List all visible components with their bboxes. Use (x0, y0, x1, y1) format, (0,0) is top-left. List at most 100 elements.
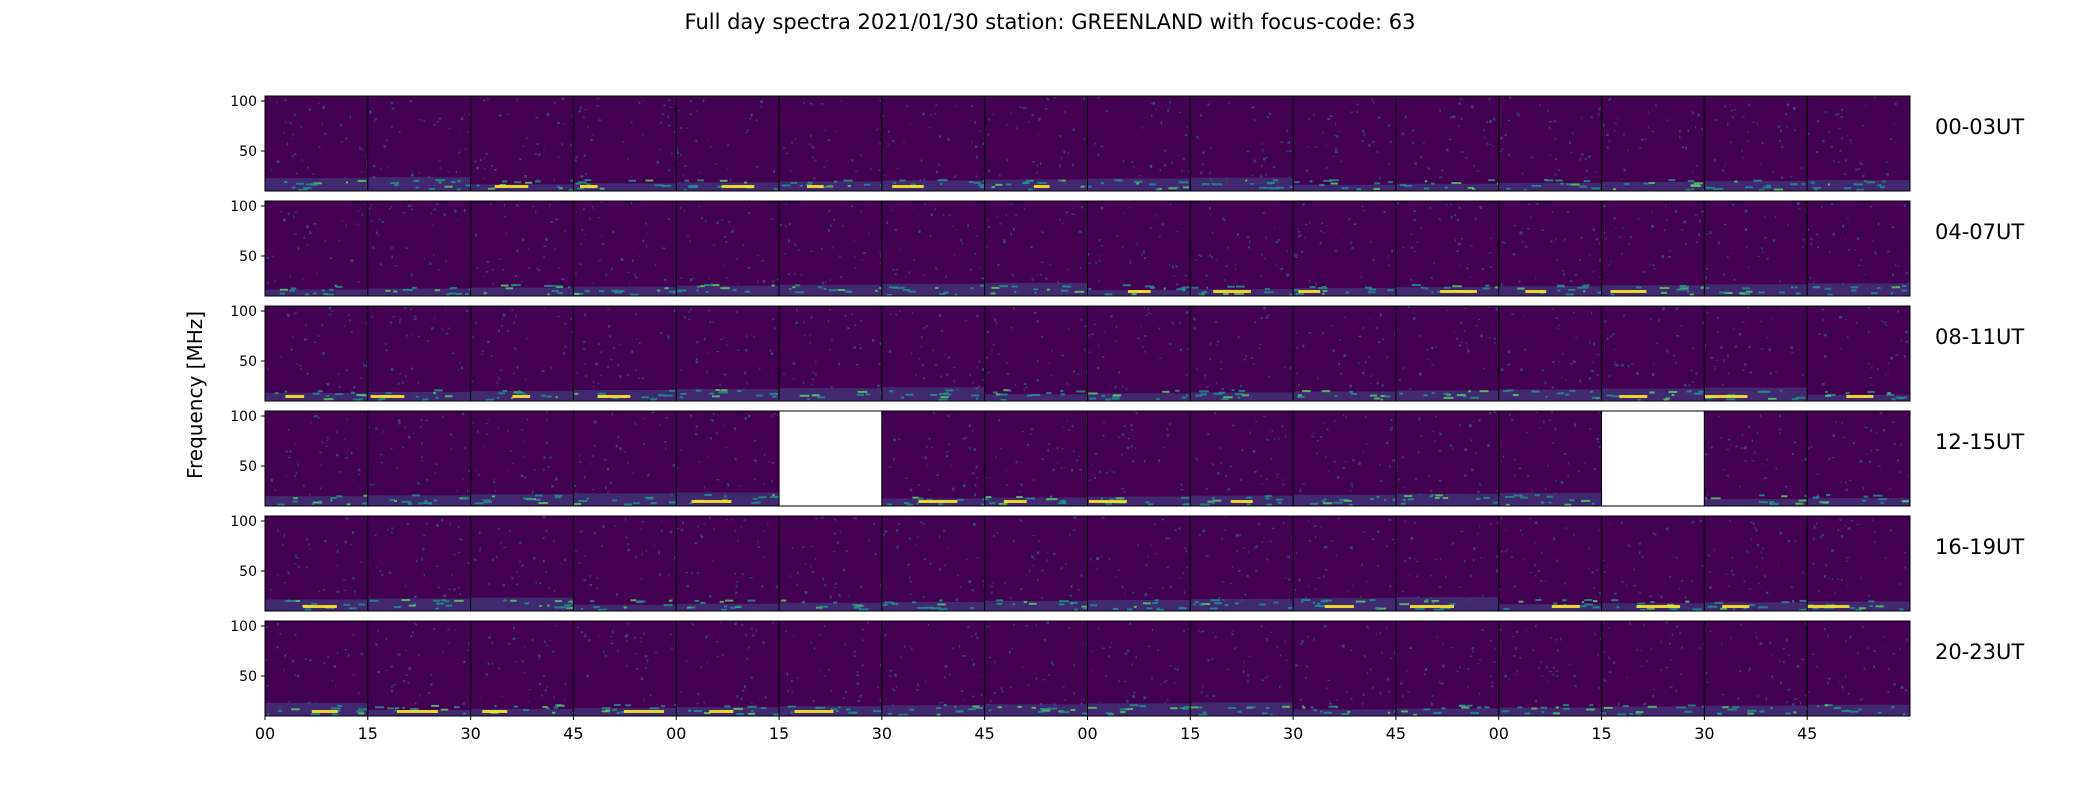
noise-speck (544, 640, 546, 644)
noise-speck (762, 280, 766, 283)
noise-speck (1174, 667, 1176, 670)
low-frequency-band (1704, 180, 1808, 191)
noise-speck (326, 655, 330, 658)
signal-streak (1210, 607, 1218, 610)
noise-speck (1242, 660, 1245, 664)
noise-speck (516, 637, 518, 640)
noise-speck (1743, 580, 1746, 583)
signal-streak (1297, 394, 1302, 397)
noise-speck (366, 165, 368, 169)
x-tick-label: 45 (1797, 724, 1817, 743)
noise-speck (1263, 157, 1266, 161)
y-tick-label: 100 (230, 199, 257, 215)
noise-speck (1316, 452, 1318, 455)
noise-speck (1229, 465, 1233, 468)
signal-streak (313, 182, 322, 185)
noise-speck (1779, 659, 1781, 663)
signal-streak (817, 396, 825, 399)
noise-speck (1675, 556, 1679, 559)
noise-speck (1109, 646, 1112, 649)
noise-speck (1741, 433, 1744, 437)
noise-speck (1655, 103, 1657, 107)
noise-speck (1557, 360, 1560, 363)
noise-speck (399, 372, 401, 375)
signal-streak (389, 498, 396, 501)
noise-speck (1019, 519, 1023, 522)
noise-speck (379, 570, 382, 573)
noise-speck (1588, 567, 1590, 570)
signal-streak (554, 600, 563, 603)
signal-streak (985, 496, 992, 499)
noise-speck (1732, 115, 1734, 119)
noise-speck (285, 121, 287, 124)
noise-speck (889, 675, 892, 677)
noise-speck (1333, 460, 1337, 464)
noise-speck (1274, 227, 1276, 229)
noise-speck (1886, 160, 1888, 164)
noise-speck (1438, 449, 1442, 452)
low-frequency-band (984, 704, 1088, 716)
signal-streak (1213, 392, 1223, 395)
noise-speck (787, 690, 789, 692)
noise-speck (1597, 653, 1600, 656)
noise-speck (458, 130, 461, 132)
noise-speck (1372, 140, 1375, 144)
signal-streak (847, 184, 851, 187)
signal-streak (1176, 186, 1179, 189)
signal-streak (1503, 607, 1510, 610)
noise-speck (1764, 575, 1766, 578)
noise-speck (959, 586, 962, 589)
noise-speck (892, 703, 894, 706)
panel-background (1601, 306, 1705, 401)
signal-streak (476, 184, 480, 187)
signal-streak (496, 396, 500, 399)
signal-streak (1812, 496, 1820, 499)
noise-speck (1312, 432, 1315, 434)
signal-streak (1399, 392, 1403, 395)
row-label: 16-19UT (1935, 535, 2024, 559)
noise-speck (667, 218, 670, 220)
signal-streak (995, 183, 1003, 186)
noise-speck (1615, 363, 1619, 367)
noise-speck (1489, 266, 1493, 269)
noise-speck (1874, 251, 1877, 255)
noise-speck (316, 273, 318, 275)
noise-speck (1184, 133, 1187, 137)
noise-speck (1816, 473, 1819, 475)
noise-speck (995, 532, 999, 534)
noise-speck (419, 694, 421, 697)
noise-speck (759, 231, 762, 233)
noise-speck (1644, 138, 1647, 140)
noise-speck (755, 629, 758, 632)
spectrogram-panel (470, 410, 574, 507)
noise-speck (686, 235, 689, 237)
noise-speck (1486, 120, 1488, 124)
signal-streak (337, 704, 343, 707)
noise-speck (1272, 166, 1276, 169)
noise-speck (1333, 155, 1335, 158)
noise-speck (707, 309, 711, 312)
spectrogram-panel (1703, 305, 1808, 402)
spectrogram-panel (1189, 305, 1294, 402)
noise-speck (1545, 665, 1549, 669)
noise-speck (445, 332, 449, 335)
noise-speck (595, 362, 599, 366)
signal-streak (1373, 187, 1380, 190)
noise-speck (1157, 649, 1159, 652)
noise-speck (669, 633, 673, 636)
signal-streak (538, 502, 548, 505)
noise-speck (1653, 533, 1657, 536)
signal-streak (1825, 390, 1828, 393)
noise-speck (1100, 145, 1104, 148)
noise-speck (1390, 419, 1393, 421)
noise-speck (344, 649, 348, 651)
noise-speck (636, 668, 639, 670)
noise-speck (1709, 586, 1712, 589)
signal-streak (1758, 500, 1765, 503)
noise-speck (1870, 366, 1873, 369)
noise-speck (1555, 158, 1558, 161)
noise-speck (1009, 686, 1012, 689)
noise-speck (267, 411, 269, 413)
signal-streak (1795, 502, 1804, 505)
noise-speck (335, 544, 339, 546)
